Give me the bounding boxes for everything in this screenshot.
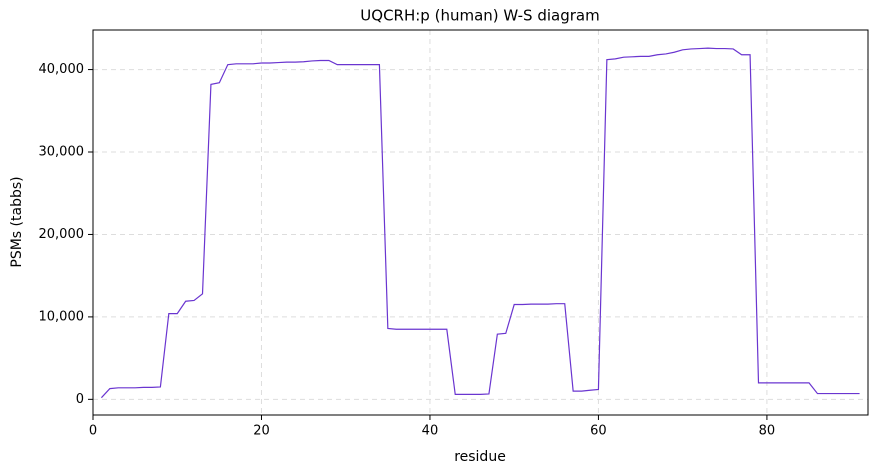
x-axis-label: residue xyxy=(454,449,506,465)
y-axis-label: PSMs (tabbs) xyxy=(9,176,25,267)
x-tick-label: 60 xyxy=(590,424,607,439)
x-tick-label: 20 xyxy=(253,424,270,439)
chart-title: UQCRH:p (human) W-S diagram xyxy=(360,7,599,25)
y-tick-label: 30,000 xyxy=(39,145,85,160)
y-tick-label: 10,000 xyxy=(39,309,85,324)
y-tick-label: 0 xyxy=(76,392,84,407)
data-line xyxy=(100,47,860,399)
x-tick-label: 40 xyxy=(422,424,439,439)
y-tick-label: 40,000 xyxy=(39,62,85,77)
plot-frame xyxy=(92,29,869,416)
x-tick-label: 80 xyxy=(759,424,776,439)
y-tick-label: 20,000 xyxy=(39,227,85,242)
x-tick-label: 0 xyxy=(89,424,97,439)
